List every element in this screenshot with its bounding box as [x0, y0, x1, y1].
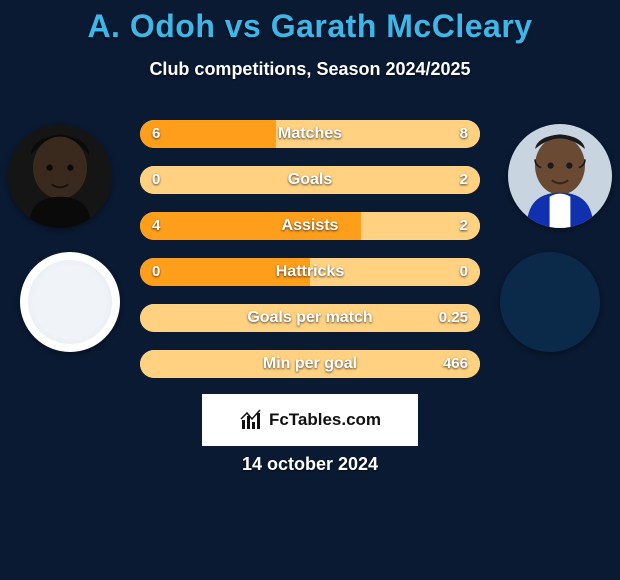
stat-label: Goals — [140, 166, 480, 194]
stat-row: Min per goal466 — [140, 350, 480, 378]
stat-value-left: 0 — [152, 166, 160, 194]
stat-value-right: 0 — [460, 258, 468, 286]
stat-label: Min per goal — [140, 350, 480, 378]
stat-value-right: 8 — [460, 120, 468, 148]
comparison-card: A. Odoh vs Garath McCleary Club competit… — [0, 0, 620, 580]
attribution-badge: FcTables.com — [202, 394, 418, 446]
stat-label: Hattricks — [140, 258, 480, 286]
player-right-avatar — [508, 124, 612, 228]
attribution-logo-icon — [239, 408, 263, 432]
stat-row: Goals0 2 — [140, 166, 480, 194]
date-label: 14 october 2024 — [0, 454, 620, 475]
stat-value-left: 6 — [152, 120, 160, 148]
club-left-badge — [20, 252, 120, 352]
stat-value-left: 0 — [152, 258, 160, 286]
stat-row: Assists4 2 — [140, 212, 480, 240]
stat-value-right: 0.25 — [439, 304, 468, 332]
stats-container: Matches68Goals02Assists42Hattricks00Goal… — [140, 120, 480, 396]
stat-value-right: 466 — [443, 350, 468, 378]
stat-label: Assists — [140, 212, 480, 240]
stat-value-left: 4 — [152, 212, 160, 240]
stat-row: Goals per match0.25 — [140, 304, 480, 332]
subtitle: Club competitions, Season 2024/2025 — [0, 59, 620, 80]
stat-value-right: 2 — [460, 166, 468, 194]
player-left-avatar — [8, 124, 112, 228]
stat-row: Hattricks0 0 — [140, 258, 480, 286]
stat-label: Matches — [140, 120, 480, 148]
stat-value-right: 2 — [460, 212, 468, 240]
club-right-badge — [500, 252, 600, 352]
page-title: A. Odoh vs Garath McCleary — [0, 8, 620, 45]
attribution-text: FcTables.com — [269, 410, 381, 430]
stat-row: Matches6 8 — [140, 120, 480, 148]
stat-label: Goals per match — [140, 304, 480, 332]
